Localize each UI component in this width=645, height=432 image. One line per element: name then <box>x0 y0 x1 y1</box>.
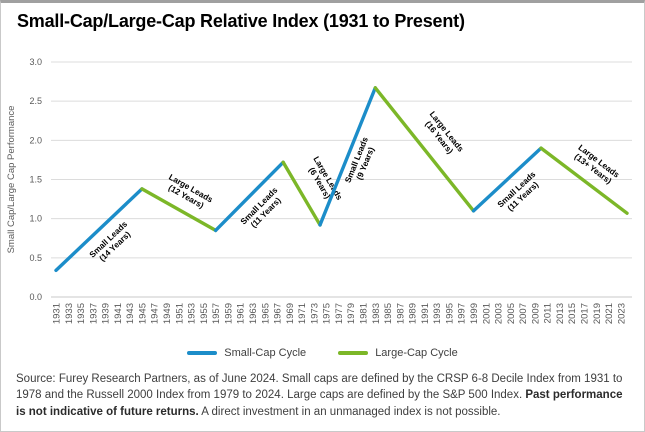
x-axis-tick-label: 1955 <box>199 303 210 324</box>
x-axis-tick-label: 1983 <box>371 303 382 324</box>
x-axis-tick-label: 1967 <box>273 303 284 324</box>
x-axis-tick-label: 1959 <box>223 303 234 324</box>
x-axis-tick-label: 1981 <box>358 303 369 324</box>
x-axis-tick-label: 1975 <box>322 303 333 324</box>
x-axis-tick-label: 1973 <box>309 303 320 324</box>
x-axis-tick-label: 1977 <box>334 303 345 324</box>
source-text: Source: Furey Research Partners, as of J… <box>16 373 623 402</box>
small-cap-cycle-segment <box>213 160 285 233</box>
x-axis-tick-label: 1965 <box>260 303 271 324</box>
x-axis-tick-label: 2013 <box>555 303 566 324</box>
x-axis-tick-label: 1935 <box>76 303 87 324</box>
small-cap-cycle-segment <box>54 187 144 273</box>
x-axis-tick-label: 1943 <box>125 303 136 324</box>
x-axis-tick-label: 1979 <box>346 303 357 324</box>
y-axis-tick-label: 1.0 <box>29 214 42 224</box>
x-axis-tick-label: 1995 <box>444 303 455 324</box>
x-axis-tick-label: 2003 <box>494 303 505 324</box>
x-axis-tick-label: 1939 <box>101 303 112 324</box>
x-axis-tick-label: 1997 <box>457 303 468 324</box>
legend-label-large-cap: Large-Cap Cycle <box>375 347 458 359</box>
small-cap-line-icon <box>187 351 218 355</box>
x-axis-tick-label: 1991 <box>420 303 431 324</box>
x-axis-tick-label: 1993 <box>432 303 443 324</box>
x-axis-tick-label: 1985 <box>383 303 394 324</box>
x-axis-tick-label: 2001 <box>481 303 492 324</box>
x-axis-tick-label: 1971 <box>297 303 308 324</box>
x-axis-tick-label: 1969 <box>285 303 296 324</box>
disclaimer-bold-text: Past performance is not indicative of fu… <box>16 389 623 418</box>
x-axis-tick-label: 2019 <box>592 303 603 324</box>
y-axis-tick-label: 2.5 <box>29 96 42 106</box>
x-axis-tick-label: 1999 <box>469 303 480 324</box>
segment-annotation: Large Leads(13+ Years) <box>573 142 622 186</box>
y-axis-tick-label: 1.5 <box>29 175 42 185</box>
large-cap-cycle-segment <box>140 187 218 233</box>
x-axis-tick-label: 1947 <box>150 303 161 324</box>
x-axis-tick-label: 2005 <box>506 303 517 324</box>
y-axis-title: Small Cap/Large Cap Performance <box>6 106 17 254</box>
segment-annotation: Small Leads(14 Years) <box>87 219 132 264</box>
x-axis-tick-label: 2009 <box>530 303 541 324</box>
y-axis-tick-label: 0.0 <box>29 292 42 302</box>
x-axis-tick-label: 1945 <box>137 303 148 324</box>
x-axis-tick-label: 1941 <box>113 303 124 324</box>
small-cap-cycle-segment <box>471 146 543 213</box>
legend-label-small-cap: Small-Cap Cycle <box>224 347 307 359</box>
x-axis-tick-label: 1949 <box>162 303 173 324</box>
x-axis-tick-label: 2021 <box>604 303 615 324</box>
x-axis-tick-label: 2007 <box>518 303 529 324</box>
y-axis-tick-label: 2.0 <box>29 135 42 145</box>
x-axis-tick-label: 1987 <box>395 303 406 324</box>
legend-item-small-cap: Small-Cap Cycle <box>187 347 306 359</box>
chart-legend: Small-Cap Cycle Large-Cap Cycle <box>1 347 644 359</box>
x-axis-tick-label: 1953 <box>187 303 198 324</box>
x-axis-tick-label: 1931 <box>52 303 63 324</box>
x-axis-tick-label: 1963 <box>248 303 259 324</box>
x-axis-tick-label: 1957 <box>211 303 222 324</box>
large-cap-cycle-segment <box>373 86 476 213</box>
segment-annotation: Small Leads(11 Years) <box>495 169 540 213</box>
chart-plot-area: 0.0 0.5 1.0 1.5 2.0 2.5 3.0 Small Cap/Large Cap… <box>6 57 632 324</box>
x-axis-tick-label: 2023 <box>616 303 627 324</box>
segment-annotation: Small Leads(11 Years) <box>238 185 283 230</box>
disclaimer-text: A direct investment in an unmanaged inde… <box>198 405 501 418</box>
x-axis-tick-label: 2015 <box>567 303 578 324</box>
source-disclaimer: Source: Furey Research Partners, as of J… <box>16 371 630 420</box>
legend-item-large-cap: Large-Cap Cycle <box>338 347 458 359</box>
large-cap-cycle-segment <box>539 146 629 215</box>
x-axis-tick-label: 1933 <box>64 303 75 324</box>
x-axis-tick-label: 2011 <box>543 303 554 323</box>
x-axis-tick-label: 2017 <box>580 303 591 324</box>
large-cap-line-icon <box>338 351 369 355</box>
small-cap-cycle-segment <box>318 86 377 227</box>
x-axis-tick-label: 1961 <box>236 303 247 324</box>
large-cap-cycle-segment <box>281 160 322 227</box>
chart-title: Small-Cap/Large-Cap Relative Index (1931… <box>17 11 465 31</box>
x-axis-tick-label: 1937 <box>88 303 99 324</box>
x-axis-tick-label: 1989 <box>408 303 419 324</box>
x-axis-tick-label: 1951 <box>174 303 185 324</box>
y-axis-tick-label: 3.0 <box>29 57 42 67</box>
y-axis-tick-label: 0.5 <box>29 253 42 263</box>
